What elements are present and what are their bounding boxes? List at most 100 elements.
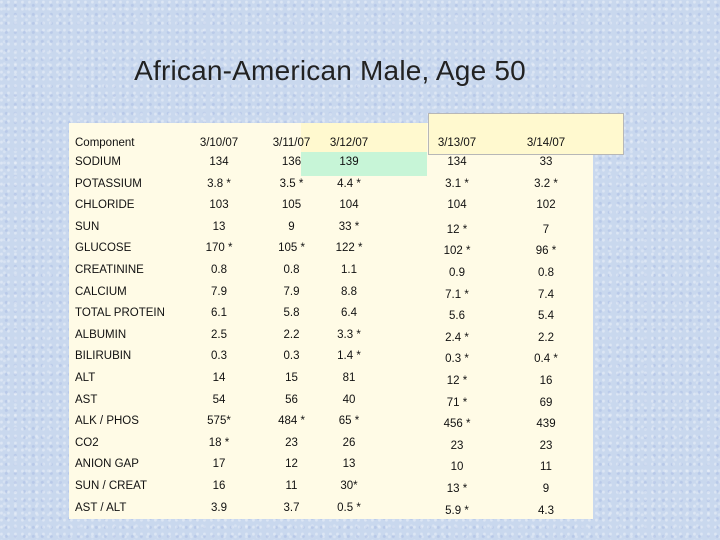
table-panel-right: [428, 123, 593, 519]
table-cell: 102: [536, 199, 556, 212]
component-name: TOTAL PROTEIN: [75, 307, 165, 320]
table-cell: 13: [212, 220, 226, 233]
table-cell: 33 *: [338, 220, 360, 233]
table-row: SODIUM 134 136 139 134 33: [69, 152, 629, 174]
component-name: SUN / CREAT: [75, 480, 147, 492]
component-name: CO2: [75, 436, 99, 449]
table-cell: 104: [447, 199, 467, 212]
component-name: ALT: [75, 372, 96, 384]
table-row: TOTAL PROTEIN 6.1 5.8 6.4 5.6 5.4: [69, 303, 629, 325]
table-cell: 9: [288, 220, 295, 233]
component-name: CHLORIDE: [75, 199, 135, 212]
table-cell: 33: [539, 156, 553, 168]
table-cell: 16: [212, 480, 226, 492]
table-cell: 456 *: [443, 418, 471, 431]
table-cell: 30*: [340, 480, 358, 492]
table-cell: 0.4 *: [534, 353, 558, 366]
table-cell: 13 *: [446, 483, 468, 495]
table-cell: 0.3: [211, 350, 227, 363]
column-header: 3/10/07: [199, 137, 239, 149]
table-cell: 96 *: [535, 245, 557, 258]
table-cell: 56: [285, 393, 298, 406]
column-header: 3/14/07: [526, 137, 566, 149]
page-title: African-American Male, Age 50: [134, 55, 526, 86]
table-cell: 439: [536, 418, 556, 431]
table-cell: 3.9: [211, 501, 227, 514]
table-cell: 5.4: [538, 310, 554, 323]
table-cell: 14: [212, 372, 226, 384]
table-cell: 18 *: [208, 436, 230, 449]
table-cell: 136: [281, 156, 302, 168]
table-cell: 12: [285, 458, 298, 471]
component-name: CREATININE: [75, 264, 144, 276]
table-cell: 26: [342, 436, 356, 449]
component-name: ALBUMIN: [75, 328, 127, 341]
table-cell: 0.8: [283, 264, 300, 276]
table-row: ANION GAP 17 12 13 10 11: [69, 454, 629, 476]
table-cell: 122 *: [335, 242, 363, 255]
table-cell: 17: [212, 458, 226, 471]
table-cell: 105: [281, 199, 302, 212]
column-header: 3/12/07: [329, 137, 369, 149]
table-cell: 11: [540, 461, 552, 474]
component-name: AST / ALT: [75, 501, 127, 514]
table-row: CHLORIDE 103 105 104 104 102: [69, 195, 629, 217]
table-cell: 7.9: [283, 285, 300, 298]
table-cell: 7.1 *: [445, 288, 469, 301]
table-cell: 2.4 *: [445, 331, 469, 344]
table-cell: 13: [342, 458, 356, 471]
table-cell: 10: [450, 461, 464, 474]
highlight-cell: [301, 152, 427, 176]
table-cell: 11: [285, 480, 298, 492]
table-cell: 0.3: [283, 350, 300, 363]
table-row: ALBUMIN 2.5 2.2 3.3 * 2.4 * 2.2: [69, 325, 629, 347]
table-header-row: Component 3/10/07 3/11/07 3/12/07 3/13/0…: [69, 123, 629, 149]
table-cell: 8.8: [341, 285, 357, 298]
table-cell: 3.2 *: [534, 177, 558, 190]
table-cell: 23: [450, 439, 464, 452]
table-row: ALK / PHOS 575* 484 * 65 * 456 * 439: [69, 411, 629, 433]
table-cell: 12 *: [446, 375, 468, 387]
table-cell: 40: [342, 393, 356, 406]
table-cell: 5.9 *: [445, 504, 469, 517]
table-cell: 0.9: [449, 267, 465, 279]
table-cell: 2.2: [538, 331, 554, 344]
table-cell: 6.4: [341, 307, 357, 320]
table-cell: 134: [209, 156, 229, 168]
table-row: POTASSIUM 3.8 * 3.5 * 4.4 * 3.1 * 3.2 *: [69, 174, 629, 196]
table-cell: 103: [209, 199, 229, 212]
table-cell: 0.5 *: [337, 501, 361, 514]
table-cell: 575*: [207, 415, 231, 428]
table-cell: 54: [212, 393, 226, 406]
table-row: CO2 18 * 23 26 23 23: [69, 433, 629, 455]
table-cell: 71 *: [446, 396, 468, 409]
table-row: CALCIUM 7.9 7.9 8.8 7.1 * 7.4: [69, 282, 629, 304]
table-row: AST 54 56 40 71 * 69: [69, 390, 629, 412]
table-panel-left: [69, 123, 428, 519]
table-cell: 2.2: [283, 328, 300, 341]
table-cell: 105 *: [278, 242, 305, 255]
table-cell: 81: [342, 372, 356, 384]
table-cell: 9: [542, 483, 550, 495]
table-cell: 12 *: [446, 223, 468, 236]
table-cell: 15: [285, 372, 298, 384]
table-cell: 0.8: [538, 267, 554, 279]
table-cell: 6.1: [211, 307, 227, 320]
table-cell: 3.5 *: [279, 177, 304, 190]
table-cell: 69: [539, 396, 553, 409]
table-cell: 7.9: [211, 285, 227, 298]
table-cell: 3.8 *: [207, 177, 231, 190]
component-name: CALCIUM: [75, 285, 127, 298]
table-cell: 1.1: [341, 264, 357, 276]
table-cell: 5.6: [449, 310, 465, 323]
table-cell: 102 *: [443, 245, 471, 258]
table-cell: 5.8: [283, 307, 300, 320]
column-header: 3/13/07: [437, 137, 477, 149]
table-cell: 3.3 *: [337, 328, 361, 341]
table-cell: 7: [542, 223, 550, 236]
table-cell: 0.3 *: [445, 353, 469, 366]
table-cell: 4.3: [538, 504, 554, 517]
table-row: CREATININE 0.8 0.8 1.1 0.9 0.8: [69, 260, 629, 282]
table-cell: 0.8: [211, 264, 227, 276]
table-row: SUN 13 9 33 * 12 * 7: [69, 217, 629, 239]
